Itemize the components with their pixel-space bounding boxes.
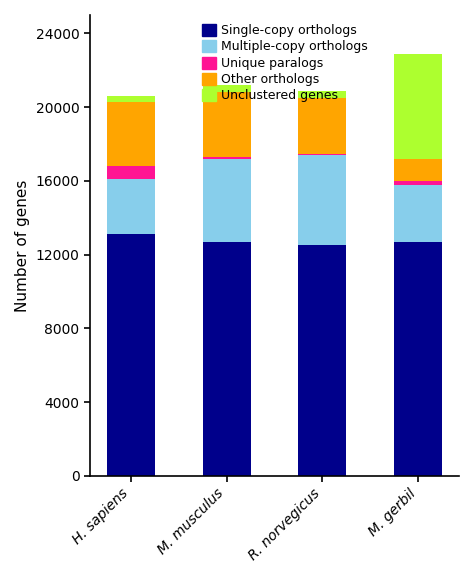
- Bar: [394, 159, 442, 181]
- Bar: [394, 184, 442, 242]
- Bar: [299, 246, 346, 476]
- Bar: [202, 242, 251, 476]
- Bar: [202, 85, 251, 92]
- Bar: [394, 54, 442, 159]
- Bar: [107, 235, 155, 476]
- Bar: [394, 242, 442, 476]
- Bar: [107, 96, 155, 102]
- Bar: [299, 98, 346, 154]
- Bar: [202, 159, 251, 242]
- Y-axis label: Number of genes: Number of genes: [15, 179, 30, 312]
- Bar: [202, 157, 251, 159]
- Bar: [394, 181, 442, 184]
- Bar: [299, 154, 346, 155]
- Bar: [107, 102, 155, 166]
- Bar: [202, 92, 251, 157]
- Legend: Single-copy orthologs, Multiple-copy orthologs, Unique paralogs, Other orthologs: Single-copy orthologs, Multiple-copy ort…: [200, 21, 370, 105]
- Bar: [299, 155, 346, 246]
- Bar: [299, 91, 346, 98]
- Bar: [107, 166, 155, 179]
- Bar: [107, 179, 155, 235]
